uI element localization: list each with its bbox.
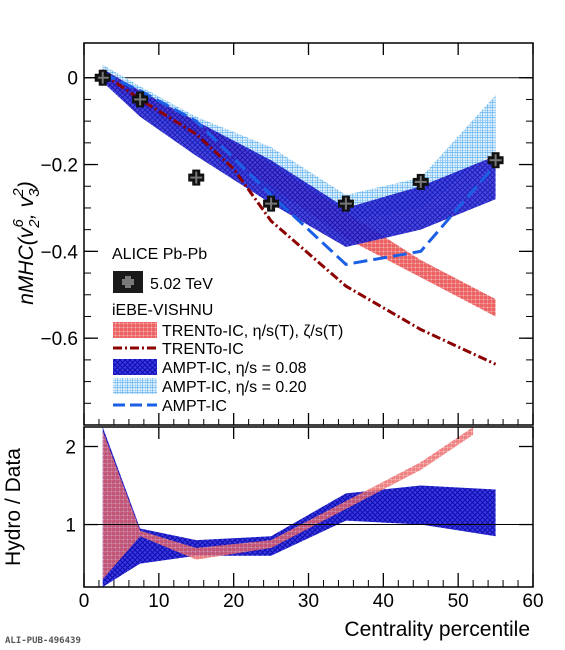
bottom-axes: 120 10 20 30 40 50 60 [65,419,544,612]
top-ylabel: nMHC(v26, v32) [10,181,43,305]
credit-text: ALI-PUB-496439 [5,636,81,646]
ylabel-part-b: , v [15,195,38,219]
xtick-label: 40 [373,591,394,612]
ylabel-part-c: ) [15,181,38,191]
ampt-ratio-band [102,427,496,587]
xtick-label: 50 [448,591,469,612]
bottom-plot-area [84,427,533,587]
ylabel-part-a: nMHC(v [15,226,38,304]
data-point [263,195,280,212]
xtick-label: 10 [148,591,169,612]
top-axes: 0 −0.2 −0.4 −0.6 [40,43,534,425]
ylabel-sub-b: 3 [26,188,43,197]
legend: ALICE Pb-Pb 5.02 TeV iEBE-VISHNU TRENTo-… [112,246,343,415]
legend-data-label: 5.02 TeV [150,276,213,293]
data-point [132,91,149,108]
data-point [487,152,504,169]
legend-header-vishnu: iEBE-VISHNU [112,302,213,319]
legend-ampt020-label: AMPT-IC, η/s = 0.20 [162,379,307,396]
legend-trento-band-swatch [113,322,157,338]
data-point [412,173,429,190]
ylabel-sup-a: 6 [10,218,27,227]
legend-trento-band-label: TRENTo-IC, η/s(T), ζ/s(T) [162,323,343,340]
data-point [188,169,205,186]
xtick-label: 20 [223,591,244,612]
bottom-ytick-label: 1 [65,516,76,537]
xtick-label: 60 [522,591,543,612]
data-point [337,195,354,212]
top-ytick-label: 0 [67,69,78,90]
xtick-label: 0 [79,591,90,612]
xtick-label: 30 [298,591,319,612]
bottom-ylabel: Hydro / Data [2,448,25,566]
trento-line [101,72,497,366]
data-point [94,69,111,86]
legend-ampt020-swatch [113,378,157,394]
legend-ampt008-label: AMPT-IC, η/s = 0.08 [162,360,307,377]
ampt-line [102,72,497,266]
legend-ampt-line-label: AMPT-IC [162,398,227,415]
legend-header-alice: ALICE Pb-Pb [112,246,207,263]
top-plot-area [84,64,533,366]
xlabel: Centrality percentile [344,618,530,641]
ylabel-sup-b: 2 [10,188,27,198]
bottom-ytick-label: 2 [65,438,76,459]
legend-data-marker [122,276,134,288]
legend-ampt008-swatch [113,359,157,375]
ampt008-band [102,69,496,248]
top-ytick-label: −0.2 [40,156,78,177]
top-ytick-label: −0.6 [40,329,78,350]
ylabel-sub-a: 2 [26,219,43,229]
top-ytick-label: −0.4 [40,242,78,263]
legend-trento-line-label: TRENTo-IC [162,341,244,358]
